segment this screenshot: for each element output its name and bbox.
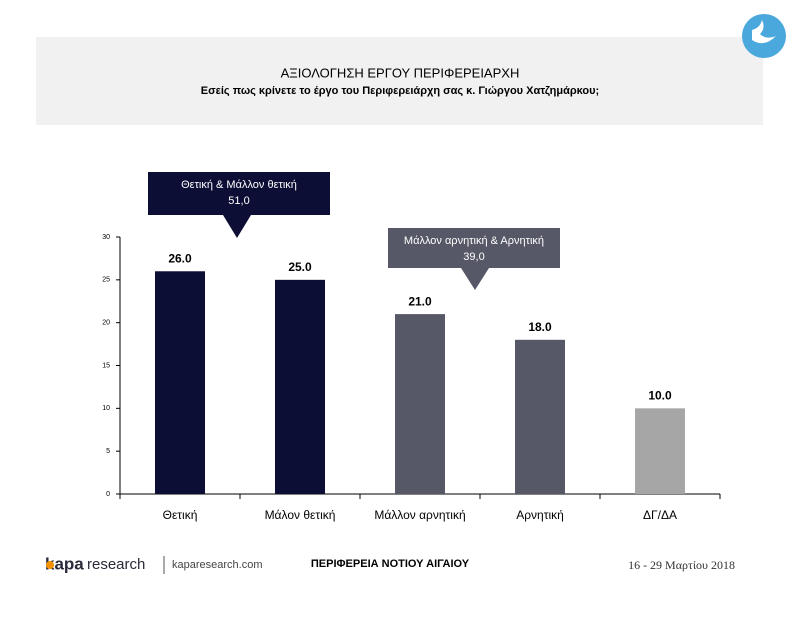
x-tick-label: ΔΓ/ΔΑ xyxy=(643,508,677,522)
annotation-arrow xyxy=(461,268,489,290)
bar xyxy=(515,339,565,494)
logo-badge xyxy=(742,14,786,58)
y-tick-label: 0 xyxy=(106,491,110,498)
annotation-box xyxy=(388,228,560,268)
brand-dot xyxy=(46,561,54,569)
annotation-box xyxy=(148,172,330,215)
y-tick-label: 15 xyxy=(102,362,110,369)
value-label: 26.0 xyxy=(168,251,192,265)
chart-subtitle: Εσείς πως κρίνετε το έργο του Περιφερειά… xyxy=(201,85,599,97)
site: kaparesearch.com xyxy=(172,559,263,571)
annotation-total: 39,0 xyxy=(463,251,484,263)
bar xyxy=(635,408,685,494)
region: ΠΕΡΙΦΕΡΕΙΑ ΝΟΤΙΟΥ ΑΙΓΑΙΟΥ xyxy=(311,558,470,570)
x-tick-label: Αρνητική xyxy=(516,508,564,522)
header-box xyxy=(36,37,763,125)
y-tick-label: 20 xyxy=(102,320,110,327)
x-tick-label: Θετική xyxy=(163,508,198,522)
annotation-total: 51,0 xyxy=(228,195,249,207)
x-tick-label: Μάλον θετική xyxy=(265,508,336,522)
value-label: 21.0 xyxy=(408,294,432,308)
value-label: 18.0 xyxy=(528,320,552,334)
y-tick-label: 25 xyxy=(102,277,110,284)
date: 16 - 29 Μαρτίου 2018 xyxy=(628,558,735,572)
y-tick-label: 5 xyxy=(106,448,110,455)
annotation-arrow xyxy=(223,215,251,238)
x-tick-label: Μάλλον αρνητική xyxy=(374,508,465,522)
bar xyxy=(155,271,205,494)
chart-title: ΑΞΙΟΛΟΓΗΣΗ ΕΡΓΟΥ ΠΕΡΙΦΕΡΕΙΑΡΧΗ xyxy=(281,65,520,80)
annotation-text: Θετική & Μάλλον θετική xyxy=(181,179,297,191)
y-tick-label: 30 xyxy=(102,234,110,241)
y-tick-label: 10 xyxy=(102,405,110,412)
brand-a: kapa xyxy=(45,554,84,573)
brand-b: research xyxy=(87,556,145,573)
bar xyxy=(395,314,445,494)
annotation-text: Μάλλον αρνητική & Αρνητική xyxy=(404,235,544,247)
value-label: 25.0 xyxy=(288,260,312,274)
bar xyxy=(275,279,325,494)
value-label: 10.0 xyxy=(648,389,672,403)
logo-icon xyxy=(752,20,776,44)
